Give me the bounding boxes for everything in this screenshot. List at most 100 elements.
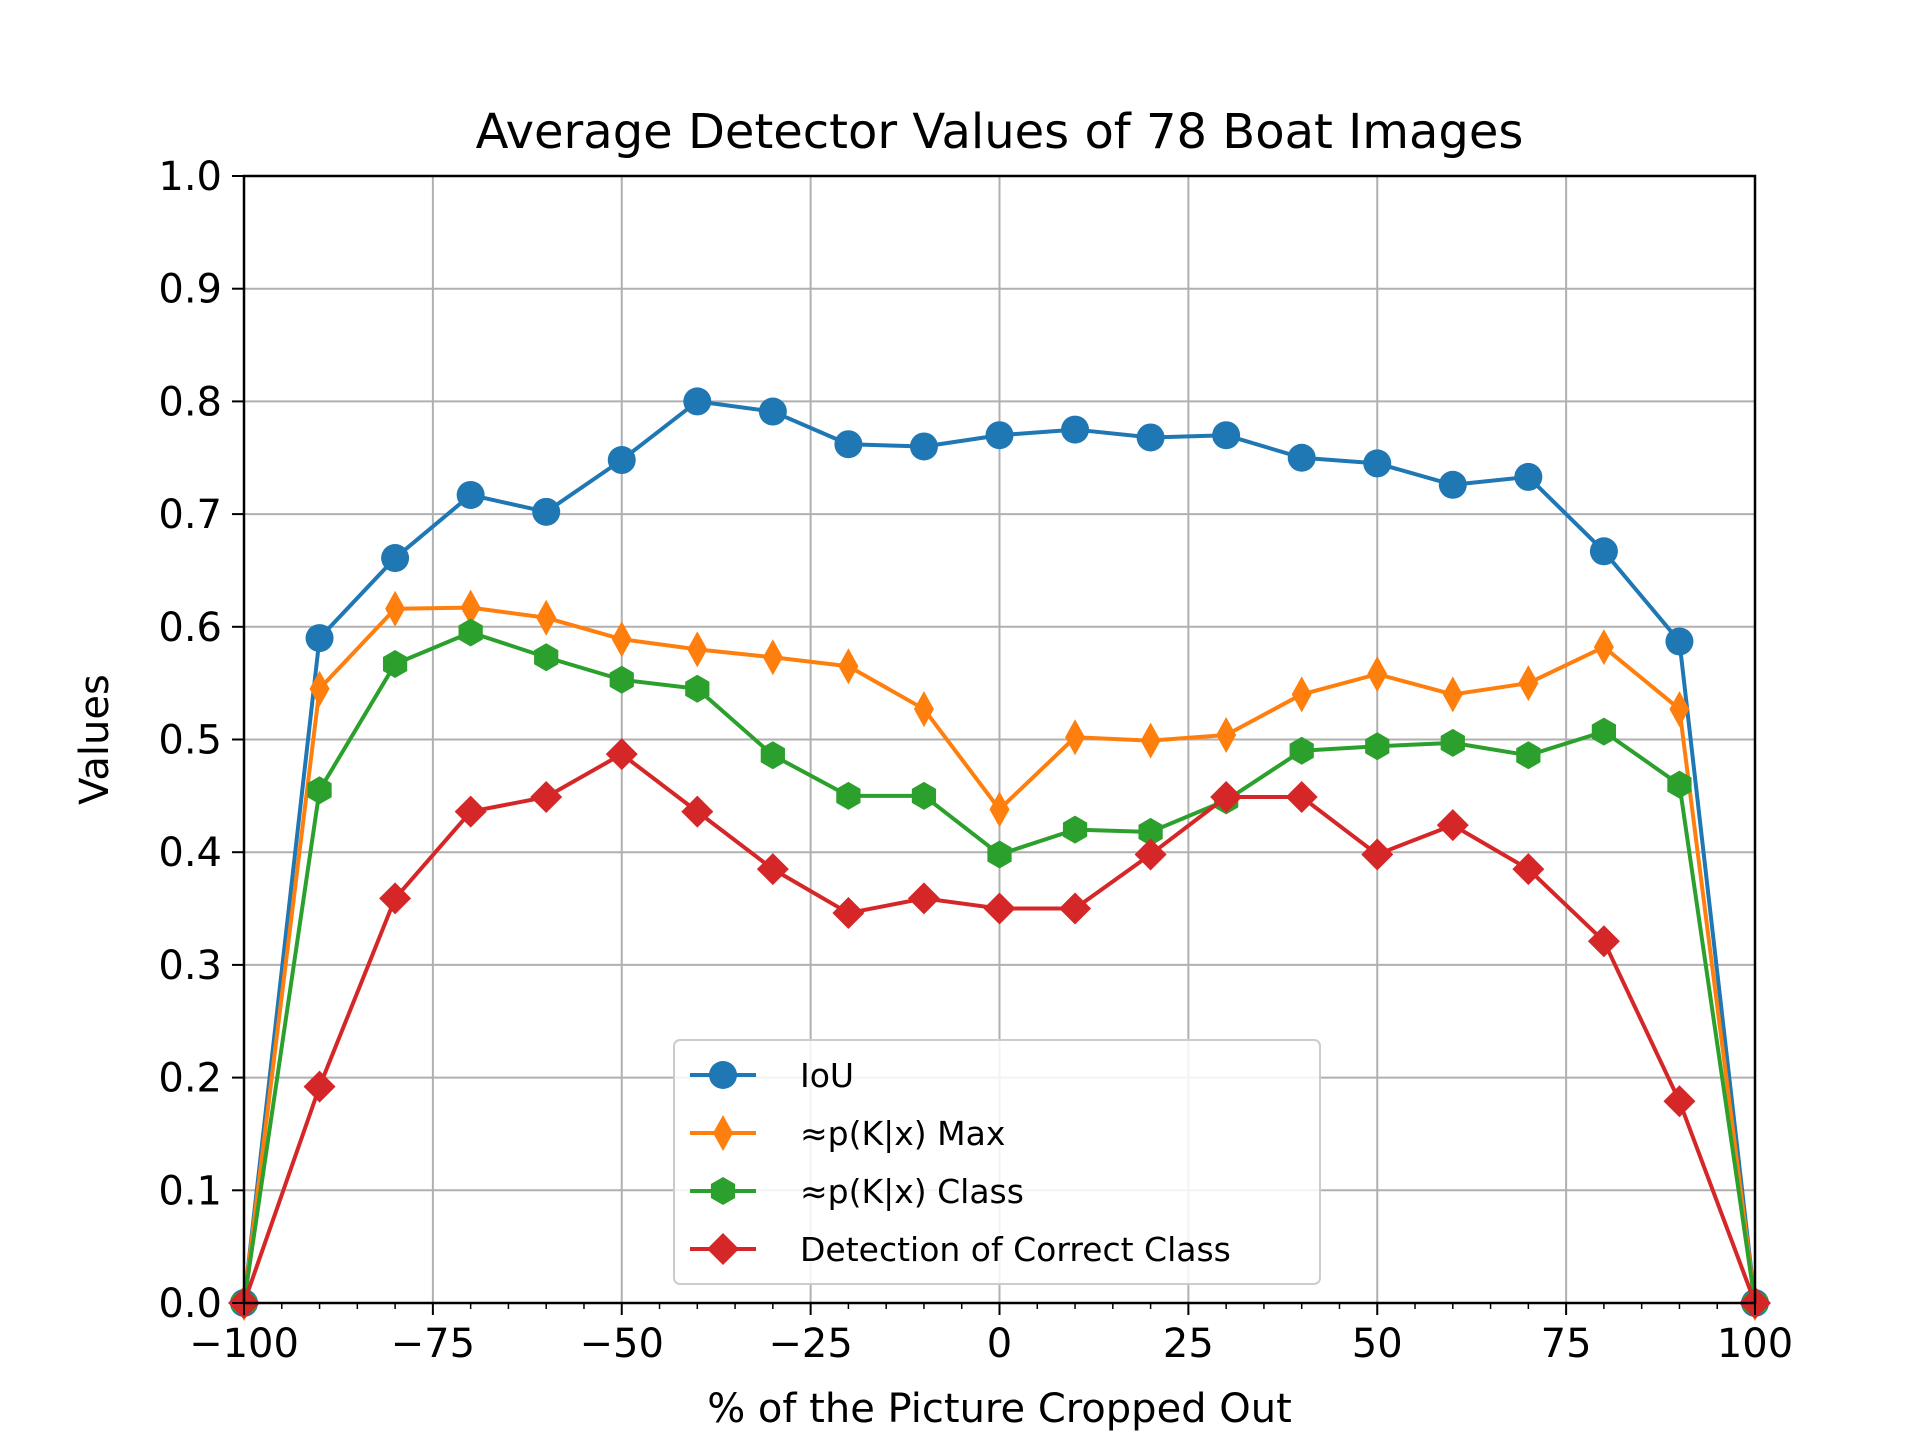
series-0 [230,387,1769,1317]
y-tick-label: 0.9 [158,267,222,313]
data-point [1663,1085,1696,1118]
data-point [1216,716,1237,753]
legend-label: Detection of Correct Class [800,1230,1231,1269]
data-point [1516,741,1541,770]
data-point [1518,665,1539,702]
data-point [1212,421,1241,450]
data-point [760,741,785,770]
data-point [681,795,714,828]
y-tick-label: 0.1 [158,1168,222,1214]
data-point [907,882,940,915]
data-point [911,781,937,810]
data-point [1210,780,1243,813]
data-point [532,497,561,526]
data-point [1065,719,1086,756]
data-point [609,665,634,694]
data-point [534,643,559,672]
data-point [1667,770,1692,799]
data-point [607,446,636,475]
x-tick-label: −50 [580,1321,664,1367]
data-point [687,631,708,668]
legend: IoU ≈p(K|x) Max ≈p(K|x) Class Detection of … [673,1039,1321,1285]
data-point [611,621,632,658]
x-tick-label: 25 [1163,1321,1214,1367]
data-point [1138,817,1163,846]
data-point [1363,449,1392,478]
legend-item: ≈p(K|x) Class [690,1172,1024,1211]
legend-item: Detection of Correct Class [690,1230,1231,1269]
data-point [1367,656,1388,693]
data-point [307,776,332,805]
data-point [834,430,863,459]
chart-title: Average Detector Values of 78 Boat Image… [476,104,1524,160]
legend-label: ≈p(K|x) Max [800,1114,1005,1153]
data-point [683,387,712,416]
data-point [685,674,710,703]
data-point [909,432,938,461]
data-point [454,795,487,828]
data-point [1591,717,1617,746]
data-point [1289,736,1314,765]
legend-marker [713,1115,733,1151]
x-tick-label: 75 [1541,1321,1592,1367]
data-point [385,590,406,627]
y-tick-label: 0.6 [158,605,222,651]
series-3 [228,738,1771,1319]
data-point [985,421,1014,450]
legend-item: IoU [690,1056,854,1095]
data-point [1440,728,1465,757]
x-tick-label: −25 [768,1321,852,1367]
data-point [832,897,865,930]
y-tick-label: 0.8 [158,379,222,425]
legend-label: IoU [800,1056,854,1095]
legend-marker [707,1233,739,1265]
data-point [1136,423,1165,452]
legend-marker [709,1061,737,1089]
series-2 [231,618,1768,1317]
y-tick-label: 0.5 [158,718,222,764]
y-tick-label: 0.7 [158,492,222,538]
data-point [838,648,859,685]
data-point [836,781,861,810]
data-point [756,853,789,886]
y-tick-label: 0.0 [158,1281,222,1327]
axis-ticks: −100 −75 −50 −25 0 25 50 75 100 0.0 0.1 0.2 0.3 0.4 0.… [158,154,1793,1367]
data-point [989,791,1010,828]
data-point [1669,691,1690,728]
series-1 [234,589,1765,1321]
legend-marker [710,1177,736,1205]
data-point [1438,470,1467,499]
data-point [530,780,563,813]
data-point [1059,892,1092,925]
data-point [1062,815,1088,844]
data-point [913,691,934,728]
x-tick-label: 100 [1717,1321,1793,1367]
data-point [1512,853,1545,886]
data-point [458,618,483,647]
y-tick-label: 1.0 [158,154,222,200]
data-point [382,649,408,678]
data-point [1436,809,1469,842]
data-point [1291,676,1312,713]
data-point [605,738,638,771]
data-point [1589,537,1618,566]
data-point [381,544,410,573]
x-tick-label: −75 [391,1321,475,1367]
data-point [1361,838,1394,871]
data-point [1285,780,1318,813]
data-point [1587,925,1620,958]
legend-box [673,1039,1321,1285]
data-point [1514,462,1543,491]
x-tick-label: −100 [189,1321,299,1367]
data-point [1665,627,1694,656]
data-point [1287,443,1316,472]
data-point [1061,415,1090,444]
y-axis-label: Values [72,674,118,805]
data-point [983,892,1016,925]
data-point [987,840,1012,869]
data-point [1442,676,1463,713]
x-tick-label: 0 [987,1321,1012,1367]
data-point [305,624,334,653]
data-point [1134,838,1167,871]
